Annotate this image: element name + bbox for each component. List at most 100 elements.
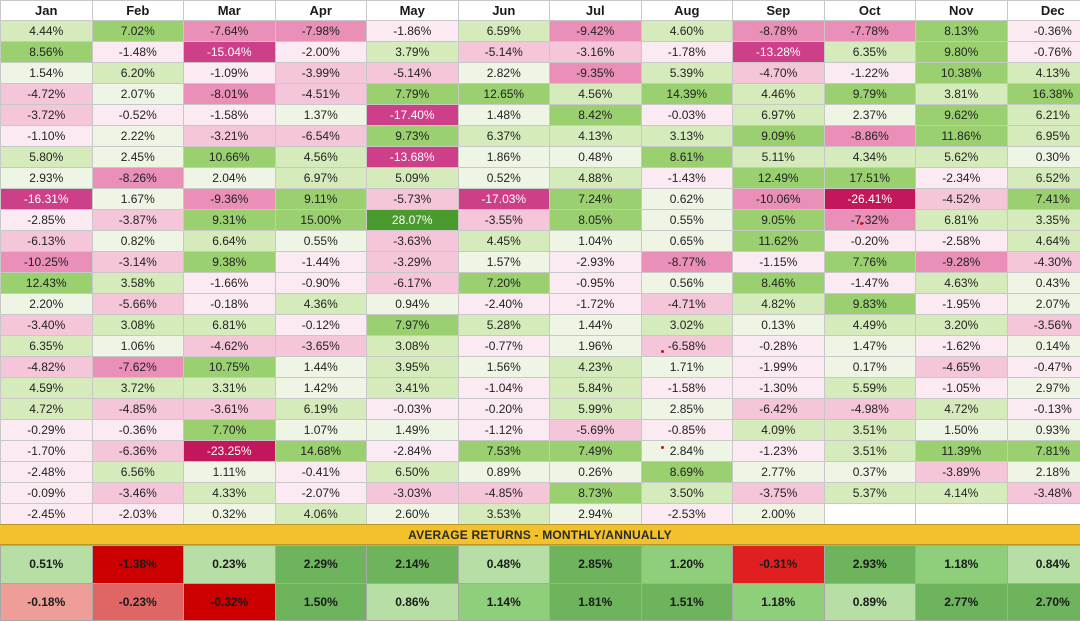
return-cell[interactable]: 15.00% — [275, 210, 367, 231]
return-cell[interactable]: -2.53% — [641, 504, 733, 525]
return-cell[interactable]: -7.98% — [275, 21, 367, 42]
average-cell[interactable]: 2.14% — [367, 546, 459, 584]
average-cell[interactable]: 2.85% — [550, 546, 642, 584]
return-cell[interactable]: 1.56% — [458, 357, 550, 378]
return-cell[interactable]: -1.66% — [184, 273, 276, 294]
return-cell[interactable]: -6.42% — [733, 399, 825, 420]
return-cell[interactable]: -1.47% — [824, 273, 916, 294]
return-cell[interactable]: -17.03% — [458, 189, 550, 210]
month-header-feb[interactable]: Feb — [92, 1, 184, 21]
return-cell[interactable]: 16.38% — [1007, 84, 1080, 105]
return-cell[interactable]: 6.81% — [916, 210, 1008, 231]
return-cell[interactable]: -3.65% — [275, 336, 367, 357]
return-cell[interactable]: -0.52% — [92, 105, 184, 126]
average-cell[interactable]: -0.23% — [92, 583, 184, 621]
return-cell[interactable]: 0.48% — [550, 147, 642, 168]
return-cell[interactable]: -0.20% — [824, 231, 916, 252]
return-cell[interactable]: 4.49% — [824, 315, 916, 336]
return-cell[interactable]: 7.49% — [550, 441, 642, 462]
return-cell[interactable]: -5.66% — [92, 294, 184, 315]
return-cell[interactable]: -17.40% — [367, 105, 459, 126]
return-cell[interactable]: 3.53% — [458, 504, 550, 525]
return-cell[interactable]: -3.99% — [275, 63, 367, 84]
return-cell[interactable]: -3.40% — [1, 315, 93, 336]
return-cell[interactable]: 9.73% — [367, 126, 459, 147]
return-cell[interactable]: -0.12% — [275, 315, 367, 336]
return-cell[interactable]: 6.64% — [184, 231, 276, 252]
return-cell[interactable]: -23.25% — [184, 441, 276, 462]
return-cell[interactable]: -4.85% — [458, 483, 550, 504]
average-cell[interactable]: 2.77% — [916, 583, 1008, 621]
return-cell[interactable]: -1.72% — [550, 294, 642, 315]
average-cell[interactable]: -0.31% — [733, 546, 825, 584]
average-cell[interactable]: -0.18% — [1, 583, 93, 621]
return-cell[interactable]: 2.77% — [733, 462, 825, 483]
return-cell[interactable]: 3.50% — [641, 483, 733, 504]
return-cell[interactable]: -2.00% — [275, 42, 367, 63]
return-cell[interactable]: -0.18% — [184, 294, 276, 315]
return-cell[interactable]: 6.52% — [1007, 168, 1080, 189]
return-cell[interactable]: -3.89% — [916, 462, 1008, 483]
average-cell[interactable]: 0.84% — [1007, 546, 1080, 584]
return-cell[interactable]: 7.24% — [550, 189, 642, 210]
return-cell[interactable]: 4.82% — [733, 294, 825, 315]
return-cell[interactable]: -26.41% — [824, 189, 916, 210]
return-cell[interactable]: 1.50% — [916, 420, 1008, 441]
return-cell[interactable]: 1.48% — [458, 105, 550, 126]
return-cell[interactable]: -6.54% — [275, 126, 367, 147]
average-cell[interactable]: 1.50% — [275, 583, 367, 621]
return-cell[interactable]: -2.07% — [275, 483, 367, 504]
return-cell[interactable]: -1.95% — [916, 294, 1008, 315]
return-cell[interactable]: 3.08% — [367, 336, 459, 357]
return-cell[interactable]: -0.41% — [275, 462, 367, 483]
return-cell[interactable]: -4.72% — [1, 84, 93, 105]
return-cell[interactable]: 1.47% — [824, 336, 916, 357]
return-cell[interactable]: -1.30% — [733, 378, 825, 399]
return-cell[interactable]: -3.48% — [1007, 483, 1080, 504]
return-cell[interactable]: -1.58% — [184, 105, 276, 126]
return-cell[interactable]: 8.13% — [916, 21, 1008, 42]
return-cell[interactable]: -3.21% — [184, 126, 276, 147]
return-cell[interactable]: -3.29% — [367, 252, 459, 273]
return-cell[interactable]: -9.35% — [550, 63, 642, 84]
return-cell[interactable]: 5.99% — [550, 399, 642, 420]
return-cell[interactable] — [1007, 504, 1080, 525]
return-cell[interactable]: 3.51% — [824, 441, 916, 462]
return-cell[interactable]: 2.37% — [824, 105, 916, 126]
return-cell[interactable]: -3.14% — [92, 252, 184, 273]
return-cell[interactable]: 9.11% — [275, 189, 367, 210]
return-cell[interactable]: 1.71% — [641, 357, 733, 378]
average-cell[interactable]: 1.81% — [550, 583, 642, 621]
return-cell[interactable]: 2.00% — [733, 504, 825, 525]
return-cell[interactable]: 10.75% — [184, 357, 276, 378]
return-cell[interactable]: 3.41% — [367, 378, 459, 399]
return-cell[interactable]: -0.76% — [1007, 42, 1080, 63]
return-cell[interactable]: -6.17% — [367, 273, 459, 294]
return-cell[interactable]: 9.09% — [733, 126, 825, 147]
return-cell[interactable]: 0.55% — [275, 231, 367, 252]
return-cell[interactable]: -0.28% — [733, 336, 825, 357]
comment-marker[interactable] — [860, 222, 863, 225]
return-cell[interactable]: 2.22% — [92, 126, 184, 147]
return-cell[interactable]: 8.05% — [550, 210, 642, 231]
return-cell[interactable]: 0.43% — [1007, 273, 1080, 294]
return-cell[interactable]: 9.31% — [184, 210, 276, 231]
comment-marker[interactable] — [661, 446, 664, 449]
return-cell[interactable]: 1.42% — [275, 378, 367, 399]
average-cell[interactable]: 1.20% — [641, 546, 733, 584]
return-cell[interactable]: 4.13% — [1007, 63, 1080, 84]
return-cell[interactable]: -8.77% — [641, 252, 733, 273]
return-cell[interactable]: 0.94% — [367, 294, 459, 315]
return-cell[interactable]: 4.13% — [550, 126, 642, 147]
return-cell[interactable]: 5.59% — [824, 378, 916, 399]
return-cell[interactable]: 3.13% — [641, 126, 733, 147]
return-cell[interactable]: -4.51% — [275, 84, 367, 105]
return-cell[interactable]: 3.72% — [92, 378, 184, 399]
average-cell[interactable]: 1.51% — [641, 583, 733, 621]
return-cell[interactable]: 5.80% — [1, 147, 93, 168]
return-cell[interactable]: 5.62% — [916, 147, 1008, 168]
month-header-jan[interactable]: Jan — [1, 1, 93, 21]
return-cell[interactable]: -8.26% — [92, 168, 184, 189]
return-cell[interactable]: -1.44% — [275, 252, 367, 273]
average-cell[interactable]: 0.23% — [184, 546, 276, 584]
